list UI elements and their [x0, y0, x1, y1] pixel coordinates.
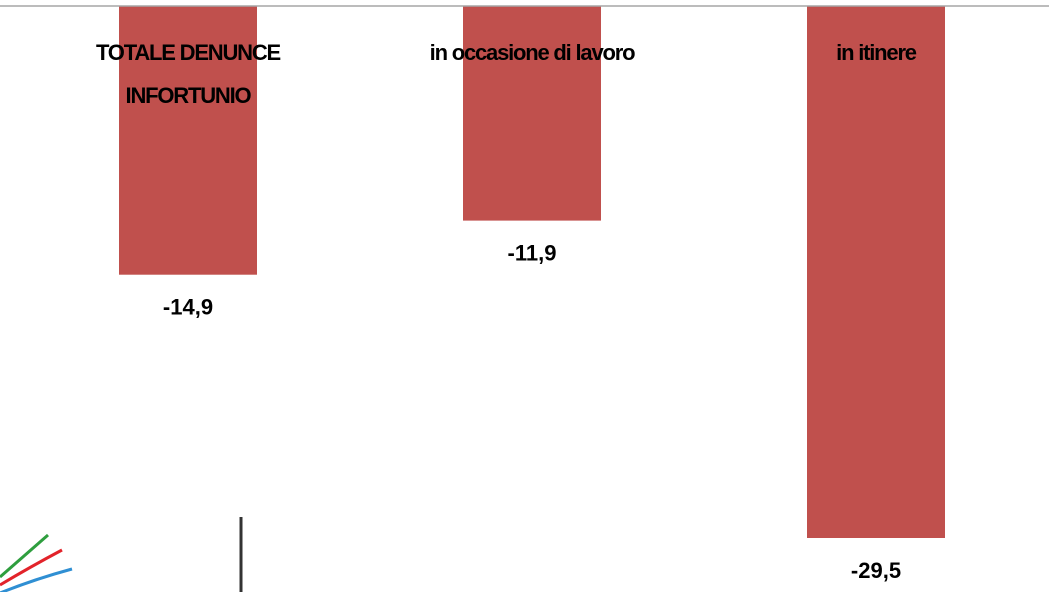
value-label-in-itinere: -29,5	[851, 558, 901, 583]
logo-red-stroke	[0, 548, 63, 587]
category-label-in-occasione-di-lavoro: in occasione di lavoro	[430, 40, 635, 65]
logo-green-stroke	[0, 533, 49, 579]
bar-totale-denunce-infortunio	[119, 6, 257, 275]
value-label-in-occasione-di-lavoro: -11,9	[508, 241, 557, 266]
category-labels-group: TOTALE DENUNCE INFORTUNIO in occasione di …	[96, 40, 918, 108]
value-labels-group: -14,9 -11,9 -29,5	[163, 241, 901, 583]
bar-in-itinere	[807, 6, 945, 538]
bars-group	[119, 6, 945, 538]
category-label-in-itinere: in itinere	[836, 40, 917, 65]
category-label-totale-denunce-infortunio-line-1: TOTALE DENUNCE	[96, 40, 281, 65]
category-label-totale-denunce-infortunio-line-2: INFORTUNIO	[126, 83, 252, 108]
bar-in-occasione-di-lavoro	[463, 6, 601, 221]
logo-blue-stroke	[0, 567, 73, 592]
value-label-totale-denunce-infortunio: -14,9	[163, 295, 213, 320]
inail-logo-icon	[0, 517, 243, 592]
